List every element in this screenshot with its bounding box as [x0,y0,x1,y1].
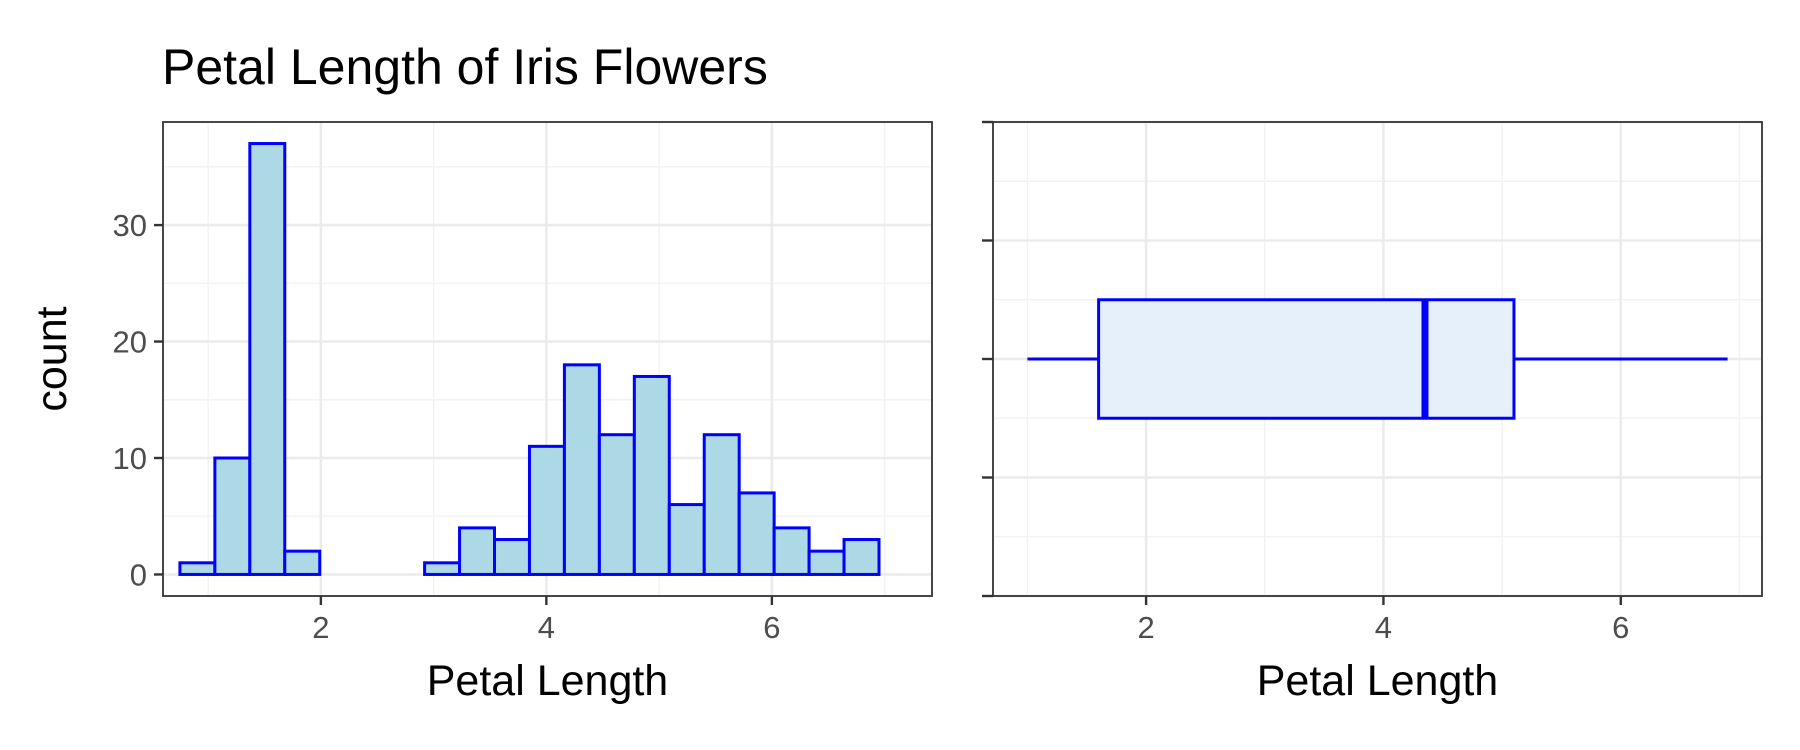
histogram-bar [667,503,706,576]
histogram-bar [632,374,671,576]
histogram-x-axis-title: Petal Length [427,657,668,705]
histogram-bars [178,142,881,576]
boxplot-panel: 2 4 6 Petal Length [982,120,1763,705]
histogram-panel: 2 4 6 0 10 20 30 Petal Length count [28,121,933,705]
histogram-bar [248,142,287,576]
boxplot-x-axis-title: Petal Length [1257,657,1498,705]
histogram-bar [772,526,811,576]
boxplot-box [1097,298,1516,420]
histogram-bar [807,549,846,576]
histogram-bar [458,526,497,576]
histogram-x-tick-label: 2 [312,610,329,645]
histogram-bar [213,456,252,576]
histogram-x-tick-label: 6 [763,610,780,645]
histogram-y-tick-label: 0 [130,557,147,592]
histogram-y-tick-label: 10 [113,441,147,476]
histogram-bar [283,549,322,576]
chart-title: Petal Length of Iris Flowers [162,39,768,95]
histogram-bar [178,561,217,576]
histogram-bar [597,433,636,576]
histogram-bar [702,433,741,576]
histogram-bar [737,491,776,576]
histogram-y-tick-label: 30 [113,208,147,243]
histogram-y-axis-title: count [28,306,76,411]
histogram-bar [423,561,462,576]
boxplot-axes: 2 4 6 [982,120,1629,645]
histogram-bar [562,363,601,576]
boxplot-x-tick-label: 6 [1612,610,1629,645]
histogram-bar [527,444,566,576]
histogram-bar [842,538,881,576]
boxplot-marks [1027,298,1728,420]
histogram-bar [493,538,531,576]
boxplot-x-tick-label: 2 [1137,610,1154,645]
histogram-y-tick-label: 20 [113,325,147,360]
histogram-x-tick-label: 4 [538,610,555,645]
histogram-axes: 2 4 6 0 10 20 30 [113,208,781,645]
boxplot-x-tick-label: 4 [1375,610,1392,645]
